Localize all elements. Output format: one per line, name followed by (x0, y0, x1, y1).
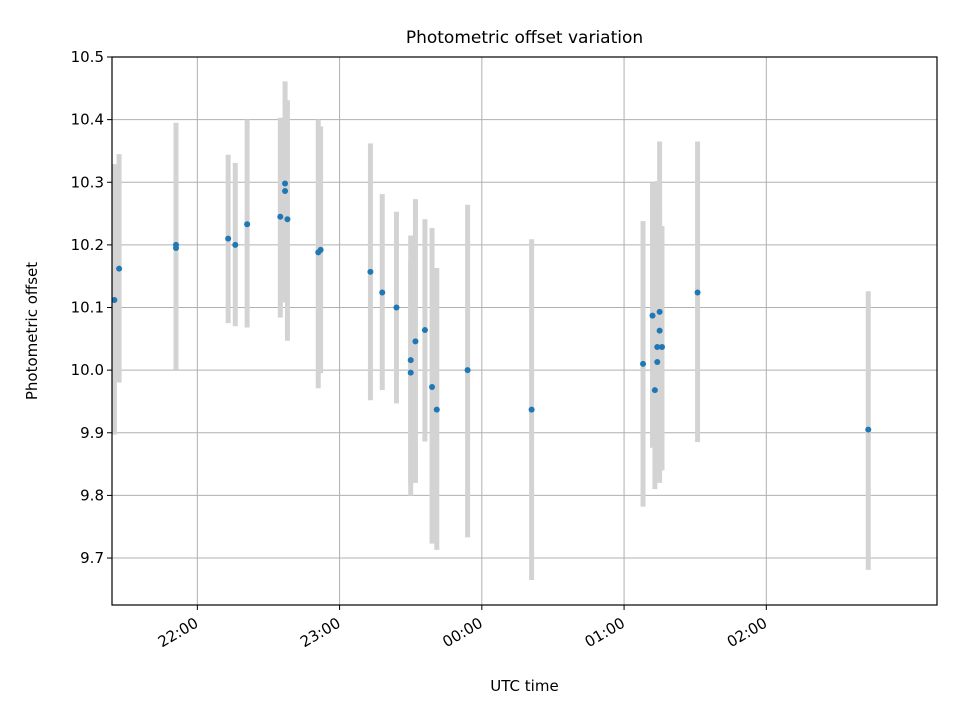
y-tick-label: 10.1 (71, 299, 104, 317)
data-point (656, 308, 663, 315)
data-point (433, 406, 440, 413)
data-point (393, 304, 400, 311)
y-axis: 9.7 9.8 9.9 10.0 10.1 10.2 10.3 10.4 10.5 (71, 48, 112, 567)
y-tick-label: 10.4 (71, 111, 104, 129)
data-point (528, 406, 535, 413)
data-point (656, 327, 663, 334)
data-point (173, 241, 180, 248)
data-point (317, 246, 324, 253)
data-point (367, 268, 374, 275)
data-point (232, 241, 239, 248)
y-tick-label: 9.8 (80, 486, 104, 504)
data-points (111, 180, 872, 433)
x-axis-label: UTC time (490, 677, 558, 695)
data-point (865, 426, 872, 433)
data-point (649, 312, 656, 319)
data-point (407, 369, 414, 376)
data-point (284, 216, 291, 223)
y-tick-label: 10.3 (71, 173, 104, 191)
data-point (651, 387, 658, 394)
data-point (694, 289, 701, 296)
data-point (421, 327, 428, 334)
y-tick-label: 10.2 (71, 236, 104, 254)
data-point (407, 357, 414, 364)
data-point (111, 296, 118, 303)
y-tick-label: 10.0 (71, 361, 104, 379)
y-tick-label: 9.7 (80, 549, 104, 567)
y-axis-label: Photometric offset (23, 262, 41, 400)
data-point (659, 343, 665, 350)
data-point (282, 180, 289, 187)
data-point (654, 343, 661, 350)
data-point (640, 360, 647, 367)
y-tick-label: 10.5 (71, 48, 104, 66)
data-point (412, 338, 419, 345)
data-point (225, 235, 232, 242)
data-point (464, 367, 471, 374)
data-point (282, 188, 289, 195)
y-tick-label: 9.9 (80, 424, 104, 442)
plot-frame (111, 56, 938, 606)
data-point (379, 289, 386, 296)
data-point (429, 384, 436, 391)
data-point (244, 221, 251, 228)
data-point (654, 359, 661, 366)
data-point (116, 265, 123, 272)
data-point (277, 213, 284, 220)
chart-title: Photometric offset variation (406, 28, 643, 48)
